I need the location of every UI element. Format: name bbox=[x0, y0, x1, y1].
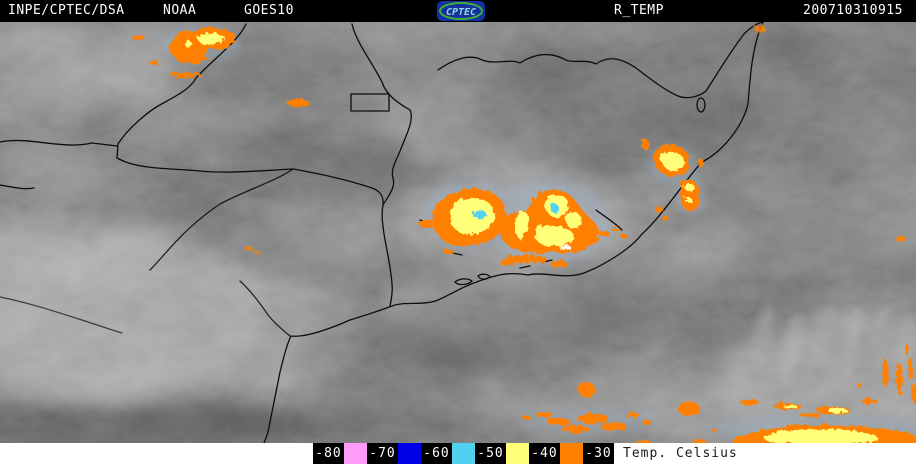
network-label: NOAA bbox=[163, 3, 197, 18]
legend-tick-minus-80: -80 bbox=[313, 443, 344, 464]
legend-swatch-3 bbox=[452, 443, 475, 464]
legend-swatch-2 bbox=[398, 443, 421, 464]
legend-bar: -80 -70 -60 -50 -40 -30 Temp. Celsius bbox=[0, 443, 916, 465]
cptec-logo-text: CPTEC bbox=[446, 7, 476, 18]
legend-tick-minus-70: -70 bbox=[367, 443, 398, 464]
timestamp-label: 200710310915 bbox=[803, 3, 903, 18]
header-bar: INPE/CPTEC/DSA NOAA GOES10 CPTEC R_TEMP … bbox=[0, 0, 916, 22]
legend-tick-minus-30: -30 bbox=[583, 443, 614, 464]
cptec-logo-icon: CPTEC bbox=[437, 1, 485, 21]
satellite-label: GOES10 bbox=[244, 3, 294, 18]
satellite-map bbox=[0, 22, 916, 443]
legend-tick-minus-40: -40 bbox=[529, 443, 560, 464]
legend-swatch-5 bbox=[560, 443, 583, 464]
legend-swatch-1 bbox=[344, 443, 367, 464]
agency-label: INPE/CPTEC/DSA bbox=[8, 3, 125, 18]
legend-items: -80 -70 -60 -50 -40 -30 bbox=[313, 443, 614, 465]
storm-overlays bbox=[130, 24, 916, 443]
legend-tick-minus-60: -60 bbox=[421, 443, 452, 464]
legend-tick-minus-50: -50 bbox=[475, 443, 506, 464]
product-label: R_TEMP bbox=[614, 3, 664, 18]
legend-swatch-4 bbox=[506, 443, 529, 464]
temp-unit-label: Temp. Celsius bbox=[623, 446, 738, 461]
